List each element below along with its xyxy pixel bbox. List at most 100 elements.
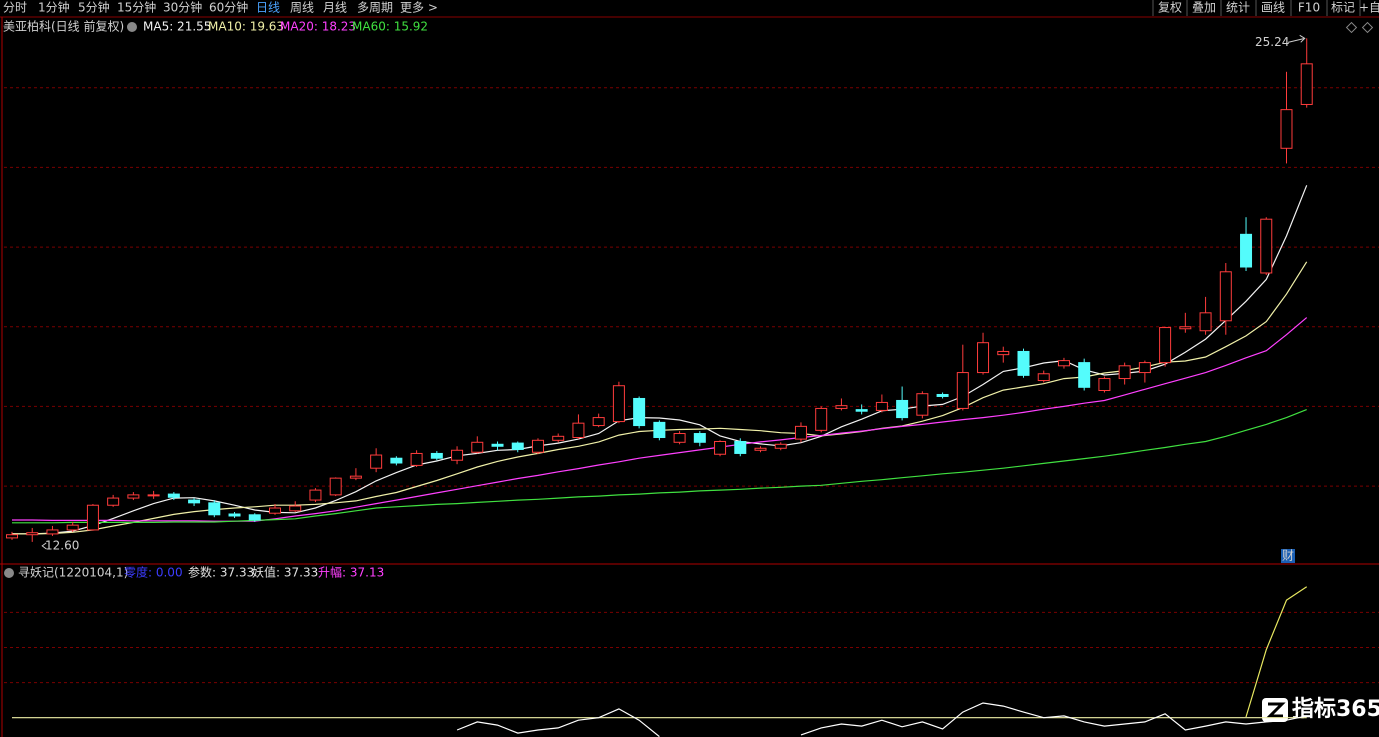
candle-body bbox=[410, 452, 423, 466]
finance-badge-label[interactable]: 财 bbox=[1282, 549, 1294, 563]
candle-body bbox=[430, 452, 443, 459]
toolbar-tab[interactable]: 60分钟 bbox=[209, 0, 248, 15]
toolbar-tab[interactable]: 日线 bbox=[256, 1, 280, 15]
candle-body bbox=[107, 497, 120, 506]
min-price-label: 12.60 bbox=[45, 538, 79, 552]
candle-body bbox=[835, 405, 848, 409]
candle-body bbox=[1078, 362, 1091, 388]
candle-body bbox=[1260, 218, 1273, 274]
toolbar-tab[interactable]: 30分钟 bbox=[163, 0, 202, 15]
toolbar-tab[interactable]: 更多 > bbox=[400, 1, 438, 15]
candle-body bbox=[471, 441, 484, 453]
candle-body bbox=[1300, 63, 1313, 105]
toolbar-button[interactable]: 叠加 bbox=[1192, 1, 1216, 15]
toolbar-tab[interactable]: 周线 bbox=[290, 1, 314, 15]
candle-body bbox=[86, 504, 99, 531]
panel-title: 寻妖记(1220104,1) bbox=[18, 566, 128, 580]
finance-badge[interactable] bbox=[1281, 549, 1295, 563]
candle-body bbox=[997, 350, 1010, 356]
toolbar-button[interactable]: 复权 bbox=[1158, 1, 1182, 15]
series-line bbox=[12, 185, 1308, 535]
candle-body bbox=[552, 435, 565, 441]
candle-body bbox=[1098, 378, 1111, 392]
candle-body bbox=[693, 433, 706, 443]
candle-body bbox=[167, 493, 180, 498]
candle-body bbox=[956, 372, 969, 409]
candle-body bbox=[875, 401, 888, 411]
logo-mark bbox=[1266, 702, 1286, 718]
legend-entry: MA60: 15.92 bbox=[352, 20, 428, 34]
candle-body bbox=[309, 489, 322, 501]
icon[interactable] bbox=[1345, 21, 1358, 34]
candle-body bbox=[188, 499, 201, 504]
candle-body bbox=[612, 385, 625, 423]
legend-entry: MA20: 18.23 bbox=[280, 20, 356, 34]
toolbar-tab[interactable]: 15分钟 bbox=[117, 0, 156, 15]
legend-entry: 升幅: 37.13 bbox=[318, 565, 384, 580]
candle-body bbox=[329, 477, 342, 496]
series-line bbox=[1245, 586, 1308, 718]
candle-body bbox=[1118, 365, 1131, 380]
candle-body bbox=[1138, 362, 1151, 374]
candle-body bbox=[127, 494, 140, 499]
candle-body bbox=[147, 494, 160, 497]
candle-body bbox=[1240, 233, 1253, 268]
toolbar-button[interactable]: 统计 bbox=[1226, 1, 1250, 15]
toolbar-tab[interactable]: 分时 bbox=[3, 1, 27, 15]
candle-body bbox=[794, 425, 807, 440]
max-arrow bbox=[1287, 37, 1305, 43]
candle-body bbox=[531, 439, 544, 453]
candle-body bbox=[572, 422, 585, 439]
legend-entry: 参数: 37.33 bbox=[188, 565, 254, 580]
candle-body bbox=[1199, 312, 1212, 332]
toolbar-tab[interactable]: 5分钟 bbox=[78, 0, 110, 15]
candle-body bbox=[46, 529, 59, 535]
candle-body bbox=[916, 393, 929, 416]
candle-body bbox=[1017, 350, 1030, 376]
candle-body bbox=[734, 440, 747, 454]
candle-body bbox=[1057, 360, 1070, 367]
legend-entry: MA10: 19.63 bbox=[208, 20, 284, 34]
candle-body bbox=[1219, 271, 1232, 322]
candle-body bbox=[268, 507, 281, 514]
legend-entry: MA5: 21.55 bbox=[143, 20, 211, 34]
candle-body bbox=[491, 443, 504, 447]
panel-title: 美亚柏科(日线 前复权) bbox=[3, 19, 124, 34]
toolbar-tab[interactable]: 多周期 bbox=[357, 1, 393, 15]
candle-body bbox=[451, 449, 464, 461]
toolbar-button[interactable]: 画线 bbox=[1261, 1, 1285, 15]
candle-body bbox=[511, 442, 524, 450]
candle-body bbox=[66, 524, 79, 531]
candle-body bbox=[349, 475, 362, 479]
icon[interactable] bbox=[4, 568, 14, 578]
series-line bbox=[12, 409, 1307, 524]
candle-body bbox=[1037, 373, 1050, 382]
candle-body bbox=[1179, 326, 1192, 330]
candle-body bbox=[977, 342, 990, 374]
toolbar-button[interactable]: +自 bbox=[1359, 1, 1379, 15]
toolbar-tab[interactable]: 1分钟 bbox=[38, 0, 70, 15]
min-arrow bbox=[41, 542, 47, 550]
candle-body bbox=[714, 440, 727, 455]
candle-body bbox=[1159, 327, 1172, 364]
toolbar-tab[interactable]: 月线 bbox=[323, 1, 347, 15]
icon[interactable] bbox=[1361, 21, 1374, 34]
candle-body bbox=[673, 433, 686, 443]
max-arrow-head bbox=[1299, 34, 1306, 43]
candle-body bbox=[26, 532, 39, 536]
candle-body bbox=[936, 393, 949, 397]
toolbar-button[interactable]: 标记 bbox=[1331, 1, 1355, 15]
candle-body bbox=[774, 443, 787, 449]
icon[interactable] bbox=[127, 22, 137, 32]
candle-body bbox=[390, 457, 403, 464]
series-line bbox=[456, 702, 1307, 737]
toolbar-button[interactable]: F10 bbox=[1298, 1, 1320, 15]
candle-body bbox=[896, 399, 909, 419]
candle-body bbox=[228, 513, 241, 517]
candle-body bbox=[248, 514, 261, 521]
candle-body bbox=[208, 502, 221, 516]
max-price-label: 25.24 bbox=[1255, 35, 1289, 49]
